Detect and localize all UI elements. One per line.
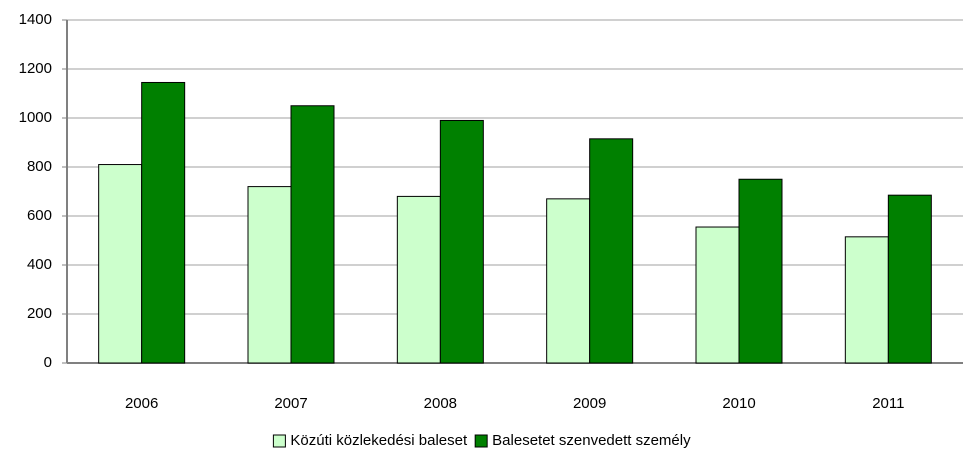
x-tick-label: 2009 bbox=[573, 395, 606, 412]
bar bbox=[887, 194, 932, 364]
y-tick-label: 600 bbox=[27, 207, 52, 224]
bar bbox=[98, 164, 143, 364]
bar bbox=[844, 236, 889, 364]
x-tick-label: 2010 bbox=[722, 395, 755, 412]
x-tick-label: 2006 bbox=[125, 395, 158, 412]
x-tick-label: 2011 bbox=[872, 395, 904, 412]
bar bbox=[589, 138, 634, 364]
y-tick-label: 1000 bbox=[19, 109, 52, 126]
legend-swatch bbox=[474, 434, 488, 448]
legend-label: Balesetet szenvedett személy bbox=[492, 432, 691, 449]
bar bbox=[247, 186, 292, 364]
bar bbox=[290, 105, 335, 364]
x-tick-label: 2007 bbox=[274, 395, 307, 412]
y-tick-label: 400 bbox=[27, 256, 52, 273]
bar bbox=[141, 81, 186, 364]
y-tick-label: 800 bbox=[27, 158, 52, 175]
x-tick-label: 2008 bbox=[424, 395, 457, 412]
bar bbox=[546, 198, 591, 364]
bar bbox=[439, 119, 484, 364]
bar bbox=[396, 195, 441, 364]
bar bbox=[695, 226, 740, 364]
bar bbox=[738, 178, 783, 364]
y-tick-label: 1400 bbox=[19, 11, 52, 28]
y-tick-label: 1200 bbox=[19, 60, 52, 77]
legend-label: Közúti közlekedési baleset bbox=[290, 432, 468, 449]
y-tick-label: 200 bbox=[27, 305, 52, 322]
y-tick-label: 0 bbox=[44, 354, 52, 371]
legend-swatch bbox=[272, 434, 286, 448]
